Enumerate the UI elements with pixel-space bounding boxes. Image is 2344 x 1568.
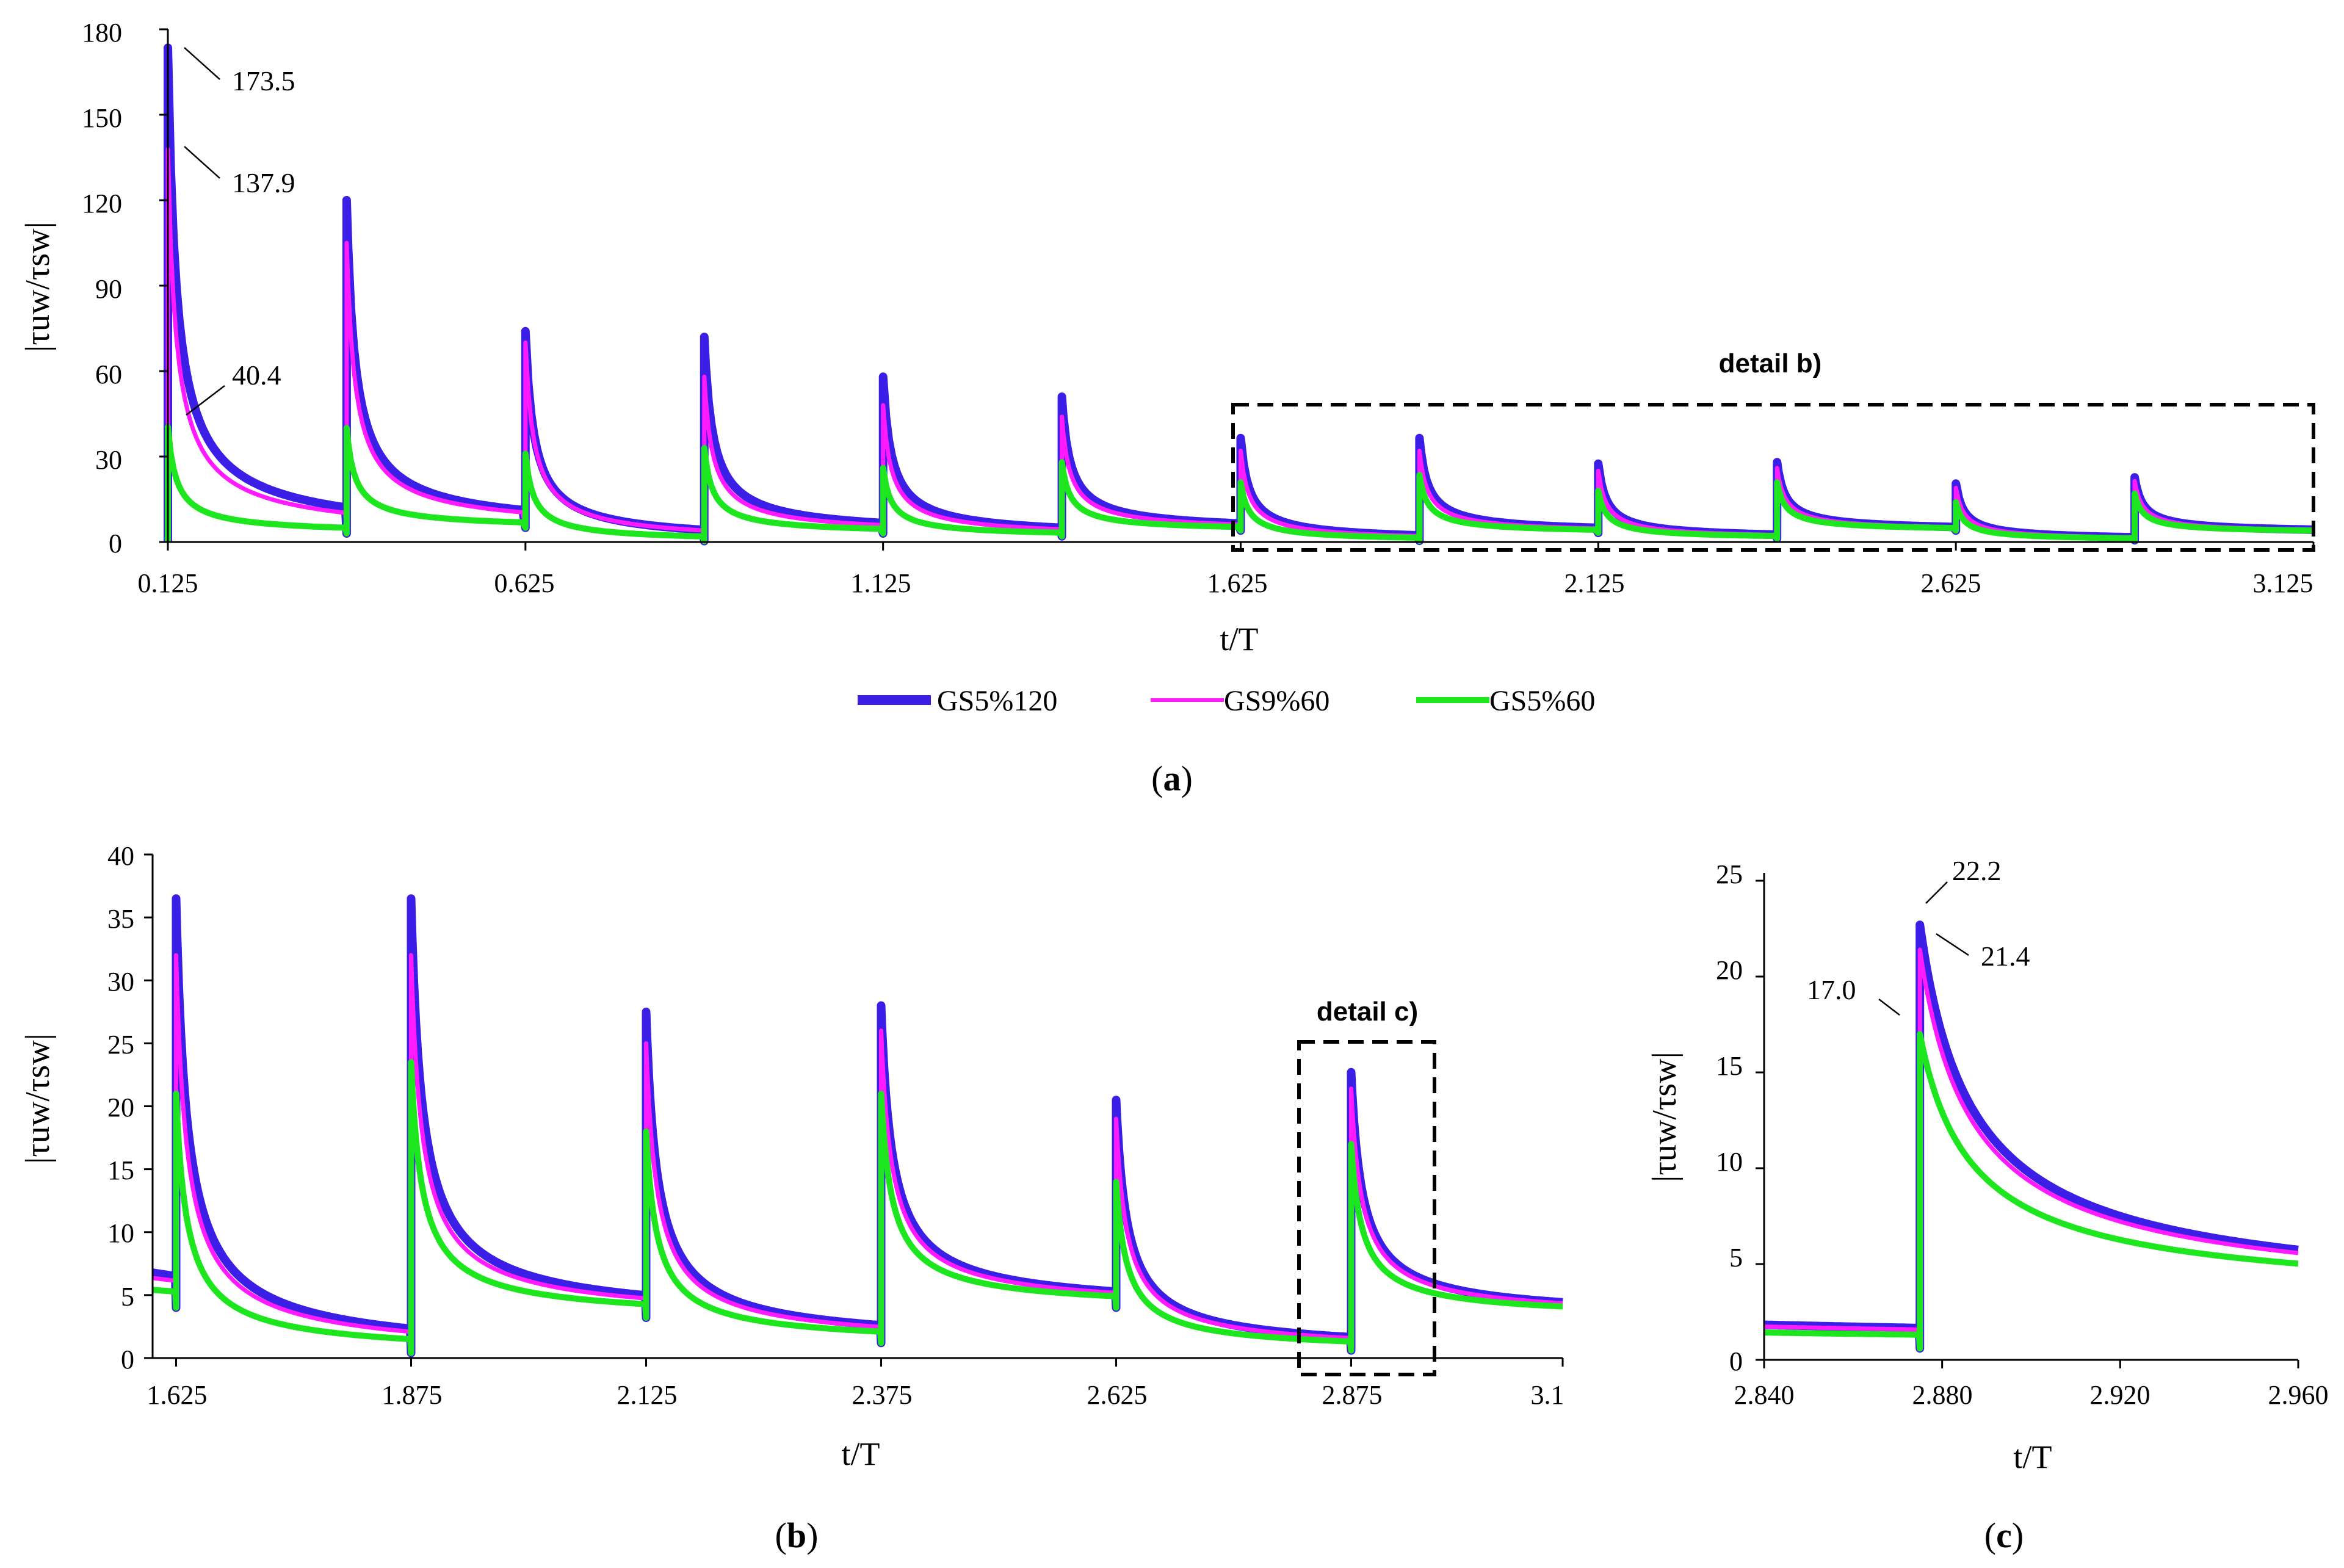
caption-a: (a): [1151, 759, 1193, 798]
panel-a-line-gs5-60: [165, 424, 2314, 544]
panel-a-annotation: 173.5: [232, 65, 295, 96]
panel-b-line-gs9-60: [152, 953, 1563, 1356]
panel-c-leader: [1936, 933, 1969, 956]
panel-a: 180 150 120 90 60 30 0 0.125 0.625 1.125…: [19, 18, 2315, 798]
panel-b-xtick: 2.625: [1087, 1380, 1148, 1410]
legend-label-gs5-60: GS5%60: [1489, 685, 1595, 717]
panel-c-series: [1761, 920, 2301, 1353]
panel-a-xtick: 1.625: [1207, 568, 1268, 598]
panel-a-leader: [184, 146, 220, 179]
caption-c: (c): [1984, 1516, 2024, 1555]
panel-b-ytick: 10: [107, 1218, 134, 1248]
panel-a-ytick: 120: [82, 189, 122, 219]
panel-c-line-gs5-60: [1762, 1031, 2300, 1352]
panel-b: 40 35 30 25 20 15 10 5 0 1.625 1.875 2.1…: [19, 841, 1565, 1555]
caption-a-letter: a: [1163, 759, 1181, 798]
panel-c-annotation: 21.4: [1981, 941, 2030, 972]
panel-a-ytick: 0: [109, 529, 122, 558]
panel-c-ytick: 15: [1716, 1051, 1743, 1081]
panel-c-xtick: 2.840: [1734, 1380, 1795, 1410]
panel-c-xtick: 2.960: [2268, 1380, 2329, 1410]
caption-b: (b): [775, 1516, 819, 1555]
panel-c-annotation: 17.0: [1807, 974, 1856, 1005]
panel-a-ytick: 150: [82, 103, 122, 133]
detail-c-box: [1297, 1040, 1436, 1376]
panel-c-leader: [1878, 999, 1900, 1016]
panel-b-ytick: 15: [107, 1155, 134, 1185]
panel-b-ytick: 5: [121, 1282, 134, 1312]
detail-b-label: detail b): [1719, 349, 1822, 378]
panel-b-ytick: 25: [107, 1030, 134, 1060]
panel-b-xtick: 2.875: [1322, 1380, 1383, 1410]
panel-b-ylabel: |τuw/τsw|: [19, 1033, 57, 1164]
panel-b-line-gs5-60: [151, 1059, 1564, 1356]
panel-c-ytick: 20: [1716, 955, 1743, 985]
panel-a-ytick: 180: [82, 18, 122, 48]
panel-c-leader: [1925, 881, 1948, 904]
panel-c-ytick: 25: [1716, 859, 1743, 889]
panel-b-xtick: 1.875: [382, 1380, 443, 1410]
panel-c-ytick: 0: [1729, 1346, 1743, 1376]
panel-c-line-gs9-60: [1763, 947, 2299, 1351]
panel-a-ytick: 90: [95, 274, 122, 304]
panel-a-xtick: 0.125: [138, 568, 198, 598]
panel-c-ticks: [1756, 880, 2299, 1368]
detail-c-label: detail c): [1317, 997, 1418, 1027]
legend: GS5%120 GS9%60 GS5%60: [858, 685, 1595, 717]
panel-c-annotation: 22.2: [1952, 855, 2002, 886]
panel-a-xtick: 0.625: [494, 568, 555, 598]
panel-a-xtick: 3.125: [2253, 568, 2313, 598]
panel-a-series: [164, 43, 2315, 546]
panel-a-xtick: 2.625: [1921, 568, 1981, 598]
panel-c-xtick: 2.880: [1912, 1380, 1973, 1410]
panel-a-ytick: 60: [95, 359, 122, 389]
panel-a-ticks: [159, 28, 2315, 551]
panel-b-ytick: 30: [107, 967, 134, 997]
panel-b-series: [150, 894, 1565, 1357]
panel-b-ytick: 35: [107, 904, 134, 934]
panel-b-xtick: 2.375: [852, 1380, 913, 1410]
panel-a-xlabel: t/T: [1220, 621, 1259, 657]
panel-c-xlabel: t/T: [2014, 1439, 2052, 1475]
panel-b-xlabel: t/T: [842, 1436, 880, 1472]
panel-b-xtick: 3.1: [1531, 1380, 1564, 1410]
panel-a-xtick: 1.125: [851, 568, 911, 598]
panel-c: 25 20 15 10 5 0 2.840 2.880 2.920 2.960 …: [1646, 855, 2329, 1555]
panel-b-ytick: 20: [107, 1093, 134, 1122]
legend-label-gs9-60: GS9%60: [1224, 685, 1329, 717]
panel-a-leader: [184, 47, 220, 80]
panel-a-ylabel: |τuw/τsw|: [19, 222, 57, 352]
panel-a-ytick: 30: [95, 445, 122, 475]
detail-b-box: [1231, 403, 2315, 552]
panel-a-leader: [186, 385, 225, 416]
panel-b-ytick: 40: [107, 841, 134, 871]
caption-b-letter: b: [787, 1516, 806, 1555]
panel-c-ytick: 5: [1729, 1243, 1743, 1273]
panel-b-ytick: 0: [121, 1345, 134, 1375]
legend-label-gs5-120: GS5%120: [937, 685, 1057, 717]
panel-a-annotation: 137.9: [232, 167, 295, 198]
panel-b-xtick: 1.625: [147, 1380, 208, 1410]
panel-c-xtick: 2.920: [2090, 1380, 2150, 1410]
panel-a-xtick: 2.125: [1564, 568, 1625, 598]
panel-b-ticks: [144, 853, 1564, 1367]
panel-c-ylabel: |τuw/τsw|: [1646, 1052, 1684, 1182]
panel-c-ytick: 10: [1716, 1147, 1743, 1177]
panel-b-xtick: 2.125: [617, 1380, 678, 1410]
caption-c-letter: c: [1996, 1516, 2012, 1555]
panel-a-annotation: 40.4: [232, 359, 281, 391]
